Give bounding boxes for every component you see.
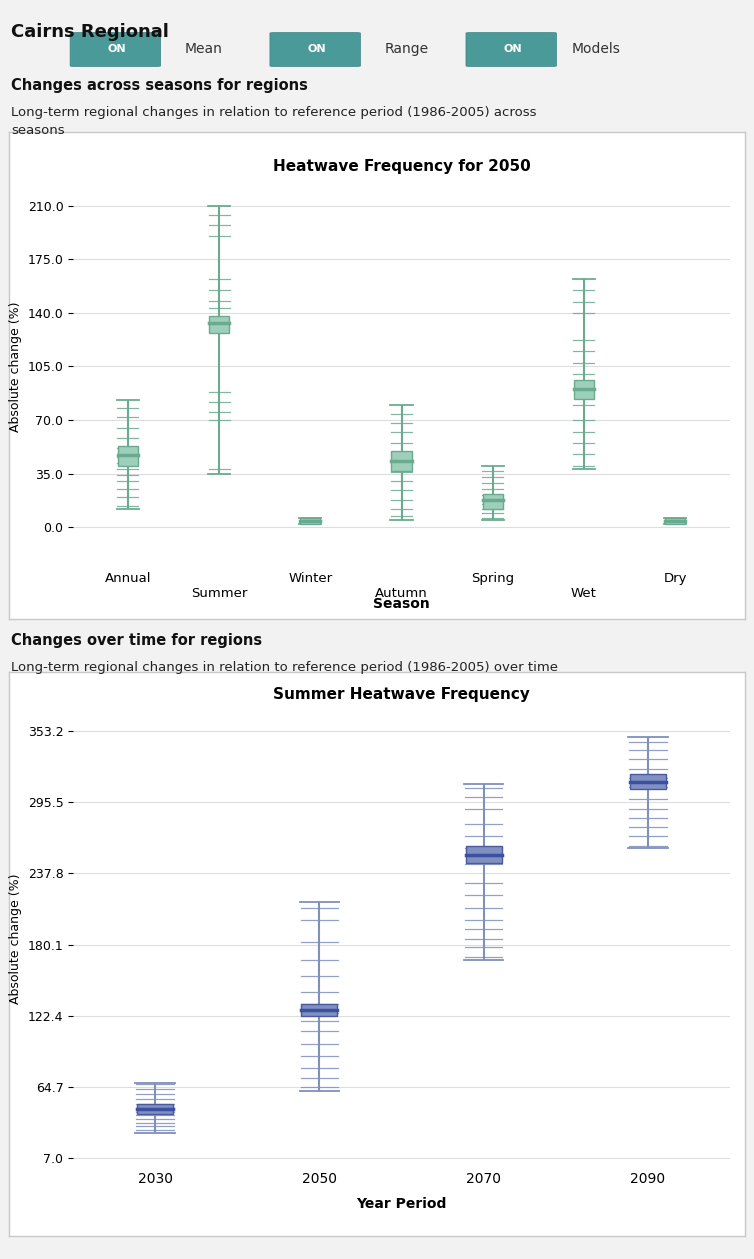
Text: Changes over time for regions: Changes over time for regions — [11, 633, 262, 648]
Text: Winter: Winter — [288, 572, 333, 584]
Text: Spring: Spring — [471, 572, 514, 584]
Title: Summer Heatwave Frequency: Summer Heatwave Frequency — [273, 687, 530, 703]
Text: Cairns Regional: Cairns Regional — [11, 23, 169, 40]
Text: Autumn: Autumn — [375, 587, 428, 601]
Y-axis label: Absolute change (%): Absolute change (%) — [9, 874, 22, 1003]
Text: ON: ON — [108, 44, 126, 54]
Bar — [391, 451, 412, 471]
FancyBboxPatch shape — [270, 33, 360, 67]
X-axis label: Season: Season — [373, 597, 430, 611]
Text: ON: ON — [308, 44, 326, 54]
Bar — [302, 1003, 338, 1016]
Text: Wet: Wet — [571, 587, 597, 601]
Text: Changes across seasons for regions: Changes across seasons for regions — [11, 78, 308, 93]
Bar — [665, 517, 685, 524]
Bar — [483, 494, 503, 509]
Text: Dry: Dry — [664, 572, 687, 584]
Bar — [574, 380, 594, 399]
Bar — [465, 846, 501, 864]
Text: Models: Models — [572, 42, 620, 57]
Title: Heatwave Frequency for 2050: Heatwave Frequency for 2050 — [273, 160, 530, 175]
Bar — [630, 774, 666, 789]
Text: Summer: Summer — [191, 587, 247, 601]
Y-axis label: Absolute change (%): Absolute change (%) — [9, 301, 22, 432]
FancyBboxPatch shape — [466, 33, 556, 67]
Text: Annual: Annual — [105, 572, 151, 584]
Bar — [300, 517, 320, 524]
Text: ON: ON — [504, 44, 522, 54]
Bar — [118, 446, 138, 466]
Text: Mean: Mean — [185, 42, 222, 57]
Text: Range: Range — [385, 42, 429, 57]
Bar — [137, 1104, 173, 1114]
Text: Long-term regional changes in relation to reference period (1986-2005) over time: Long-term regional changes in relation t… — [11, 661, 558, 674]
Text: Long-term regional changes in relation to reference period (1986-2005) across
se: Long-term regional changes in relation t… — [11, 106, 537, 137]
FancyBboxPatch shape — [70, 33, 161, 67]
X-axis label: Year Period: Year Period — [357, 1197, 446, 1211]
Bar — [209, 316, 229, 332]
